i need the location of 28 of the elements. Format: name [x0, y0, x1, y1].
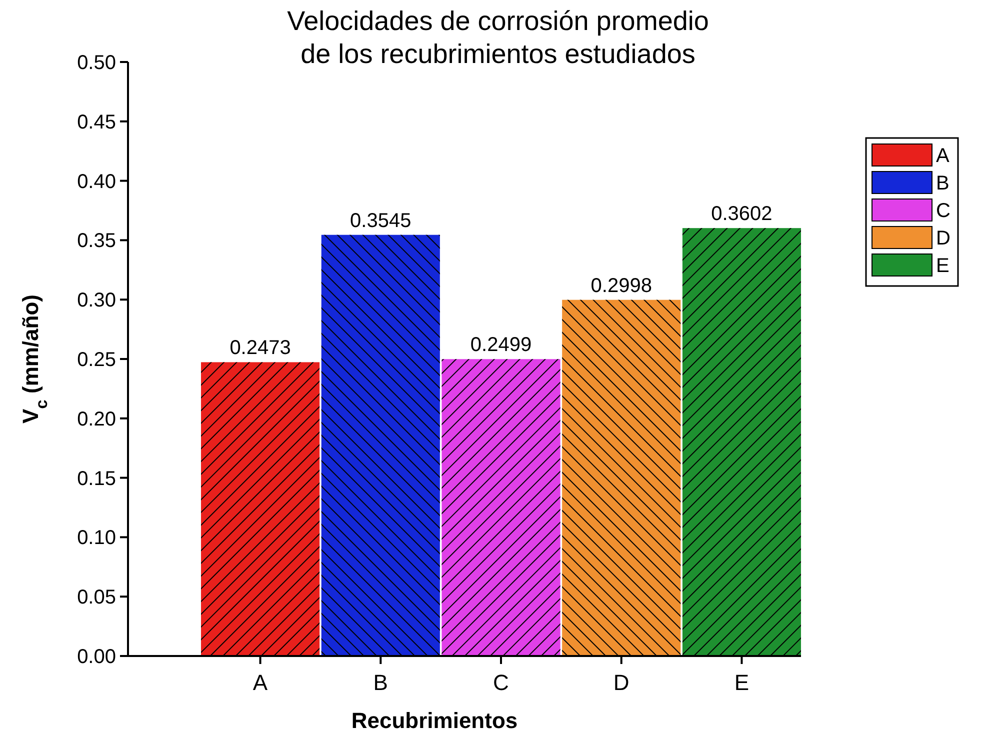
- data-label: 0.2499: [470, 334, 532, 356]
- data-label: 0.3545: [350, 210, 412, 232]
- data-label: 0.3602: [711, 203, 772, 226]
- legend-label: E: [936, 255, 950, 277]
- data-label: 0.2998: [590, 274, 652, 297]
- y-tick-label: 0.00: [77, 646, 116, 668]
- chart-title: Velocidades de corrosión promedio de los recubrimientos estudiados: [287, 6, 709, 69]
- y-tick-label: 0.15: [77, 468, 116, 490]
- x-tick-label: B: [373, 670, 388, 695]
- y-tick-label: 0.40: [77, 170, 116, 193]
- y-tick-label: 0.25: [77, 349, 116, 371]
- legend-label: A: [936, 145, 950, 167]
- y-tick-label: 0.50: [77, 52, 116, 74]
- x-tick-label: A: [252, 670, 268, 695]
- y-tick-label: 0.05: [77, 586, 116, 609]
- y-tick-label: 0.20: [77, 408, 116, 430]
- legend-label: B: [936, 172, 950, 194]
- x-tick-label: C: [493, 670, 510, 695]
- y-tick-label: 0.45: [77, 111, 116, 134]
- y-tick-label: 0.35: [77, 230, 116, 252]
- legend-label: C: [936, 200, 950, 222]
- data-label: 0.2473: [230, 337, 291, 360]
- y-tick-label: 0.10: [77, 527, 116, 550]
- x-axis-title: Recubrimientos: [351, 708, 518, 733]
- legend-label: D: [936, 228, 950, 250]
- y-tick-label: 0.30: [77, 290, 116, 312]
- x-tick-label: D: [613, 670, 630, 695]
- x-tick-label: E: [734, 670, 750, 695]
